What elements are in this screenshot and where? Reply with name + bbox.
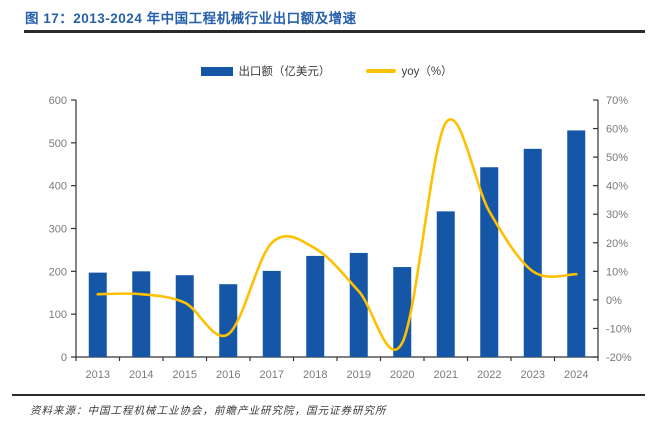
right-tick-label: 20% xyxy=(606,238,628,250)
right-tick-label: 40% xyxy=(606,181,628,193)
x-tick-label: 2018 xyxy=(303,369,327,381)
x-tick-label: 2017 xyxy=(260,369,284,381)
right-tick-label: -10% xyxy=(606,323,632,335)
bar-2024 xyxy=(567,130,586,357)
right-tick-label: 50% xyxy=(606,152,628,164)
x-tick-label: 2015 xyxy=(173,369,197,381)
x-tick-label: 2019 xyxy=(347,369,371,381)
left-tick-label: 100 xyxy=(49,309,67,321)
x-tick-label: 2022 xyxy=(477,369,501,381)
bar-2016 xyxy=(219,284,238,357)
bar-2018 xyxy=(306,255,325,357)
figure-title: 图 17：2013-2024 年中国工程机械行业出口额及增速 xyxy=(25,11,357,26)
chart-legend: 出口额（亿美元） yoy（%） xyxy=(0,61,654,81)
x-tick-label: 2023 xyxy=(521,369,545,381)
x-tick-label: 2024 xyxy=(564,369,588,381)
right-tick-label: 70% xyxy=(606,95,628,107)
legend-item-exports: 出口额（亿美元） xyxy=(201,63,330,79)
left-tick-label: 600 xyxy=(49,95,67,107)
bar-2019 xyxy=(349,252,368,357)
legend-label-exports: 出口额（亿美元） xyxy=(238,66,331,78)
bar-2021 xyxy=(436,211,455,357)
line-swatch-icon xyxy=(366,69,397,73)
right-tick-label: -20% xyxy=(606,352,632,364)
combo-chart: 0 100 200 300 400 500 600 -20% -10% 0% 10% 20% 30% 40… xyxy=(49,95,632,381)
right-tick-label: 0% xyxy=(606,295,622,307)
left-tick-label: 200 xyxy=(49,266,67,278)
left-tick-label: 500 xyxy=(49,138,67,150)
right-tick-label: 30% xyxy=(606,209,628,221)
title-divider xyxy=(24,30,645,33)
x-tick-label: 2020 xyxy=(390,369,414,381)
right-tick-label: 60% xyxy=(606,124,628,136)
bar-2015 xyxy=(175,275,194,357)
yoy-line xyxy=(96,118,578,352)
bar-2023 xyxy=(523,148,542,357)
left-tick-label: 0 xyxy=(61,352,67,364)
bar-2022 xyxy=(480,167,499,357)
bar-swatch-icon xyxy=(201,66,234,76)
legend-label-yoy: yoy（%） xyxy=(401,66,453,78)
legend-item-yoy: yoy（%） xyxy=(366,63,453,79)
footer-divider xyxy=(12,394,645,396)
right-tick-label: 10% xyxy=(606,266,628,278)
x-tick-label: 2014 xyxy=(129,369,153,381)
left-tick-label: 300 xyxy=(49,224,67,236)
x-tick-label: 2013 xyxy=(86,369,110,381)
bar-2017 xyxy=(262,270,281,357)
x-tick-label: 2016 xyxy=(216,369,240,381)
bar-2013 xyxy=(88,272,107,357)
x-tick-label: 2021 xyxy=(434,369,458,381)
source-note: 资料来源：中国工程机械工业协会，前瞻产业研究院，国元证券研究所 xyxy=(30,406,387,417)
left-tick-label: 400 xyxy=(49,181,67,193)
bar-2014 xyxy=(132,271,151,357)
